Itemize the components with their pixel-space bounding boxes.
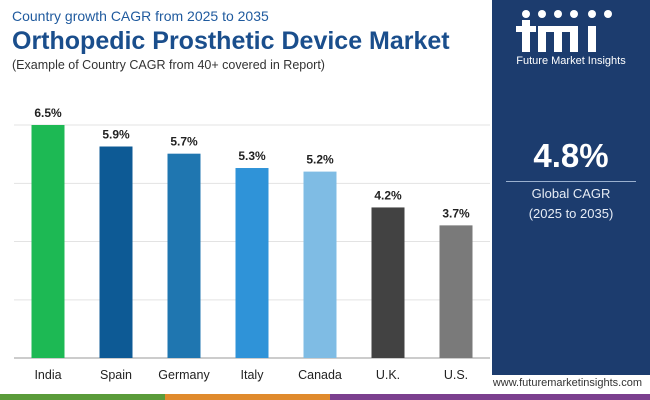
data-label: 4.2% [374,188,402,202]
data-label: 3.7% [442,206,470,220]
bar-india [31,125,65,358]
x-tick-label: Germany [158,368,210,382]
bar-canada [303,171,337,358]
side-panel: Future Market Insights 4.8% Global CAGR … [492,0,650,375]
logo-text: Future Market Insights [516,55,626,67]
data-label: 5.7% [170,135,198,149]
x-tick-label: U.K. [376,368,400,382]
bar-spain [99,146,133,358]
footer-stripe [0,394,650,400]
bar-uk [371,207,405,358]
data-label: 6.5% [34,106,62,120]
x-tick-label: India [34,368,61,382]
bar-chart: 6.5% India 5.9% Spain 5.7% Germany 5.3% Italy 5.… [14,106,490,382]
footer-stripe-green [0,394,165,400]
data-label: 5.3% [238,149,266,163]
chart-subtitle: Country growth CAGR from 2025 to 2035 [12,8,269,24]
data-label: 5.2% [306,153,334,167]
footer-stripe-orange [165,394,330,400]
bar-italy [235,168,269,358]
fmi-logo-icon [516,10,612,52]
x-tick-label: Canada [298,368,342,382]
footer-url[interactable]: www.futuremarketinsights.com [492,377,642,389]
data-label: 5.9% [102,128,130,142]
bar-germany [167,153,201,358]
chart-title: Orthopedic Prosthetic Device Market [12,27,450,55]
footer-stripe-purple [330,394,650,400]
global-cagr-value: 4.8% [533,137,609,174]
x-tick-label: U.S. [444,368,468,382]
global-cagr-period: (2025 to 2035) [528,206,614,221]
x-tick-label: Italy [241,368,265,382]
cagr-divider [506,181,636,182]
chart-note: (Example of Country CAGR from 40+ covere… [12,58,325,72]
global-cagr-label: Global CAGR [531,186,611,201]
bar-us [439,225,473,358]
x-tick-label: Spain [100,368,132,382]
